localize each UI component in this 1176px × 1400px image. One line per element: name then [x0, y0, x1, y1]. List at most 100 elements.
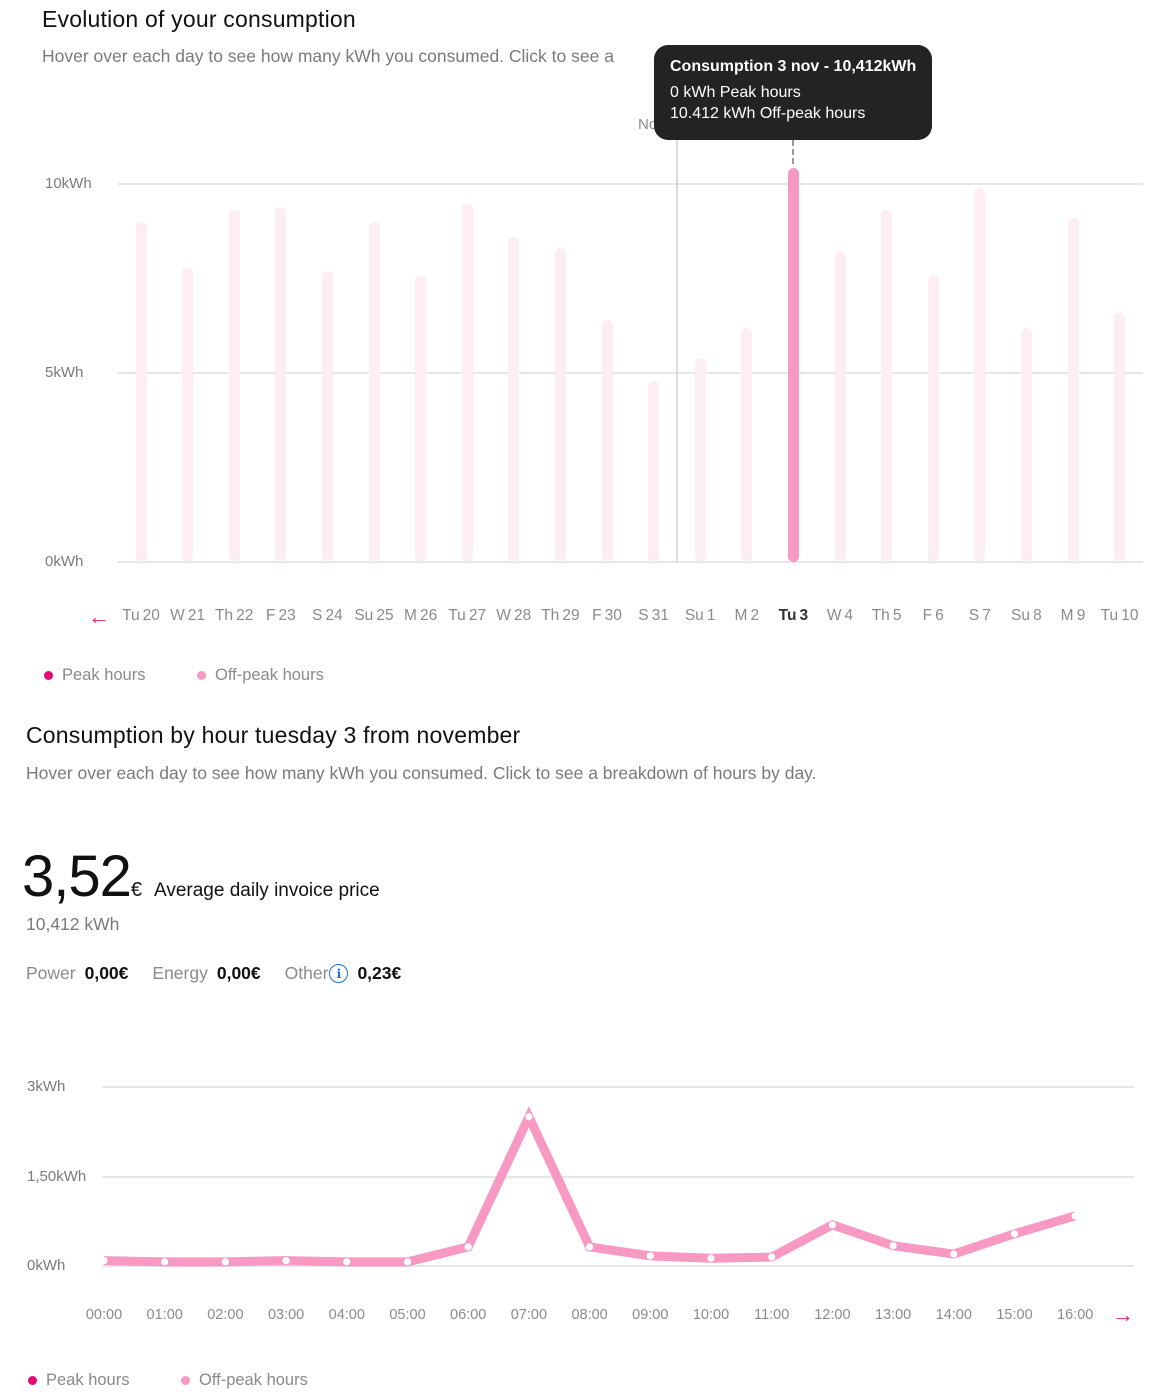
hour-point[interactable]	[464, 1243, 472, 1251]
consumption-line	[103, 1106, 1077, 1267]
day-label[interactable]: W 28	[496, 607, 532, 624]
day-label[interactable]: S 7	[968, 607, 991, 624]
day-label[interactable]: S 31	[638, 607, 669, 624]
y-tick-3: 3kWh	[27, 1078, 66, 1095]
day-label[interactable]: W 21	[170, 607, 206, 624]
day-label[interactable]: F 6	[922, 607, 944, 624]
gridline	[102, 1086, 1134, 1088]
hour-label: 03:00	[267, 1307, 305, 1323]
price-label: Average daily invoice price	[154, 880, 380, 901]
day-label[interactable]: S 24	[312, 607, 343, 624]
hour-point[interactable]	[282, 1257, 290, 1265]
gridline	[102, 1265, 1134, 1267]
day-bar[interactable]	[927, 274, 939, 562]
hour-point[interactable]	[1071, 1212, 1079, 1220]
hour-point[interactable]	[586, 1243, 594, 1251]
hour-point[interactable]	[161, 1258, 169, 1266]
legend-peak: Peak hours	[28, 1371, 129, 1390]
day-label[interactable]: Tu 27	[448, 607, 487, 624]
day-bar[interactable]	[648, 380, 660, 562]
day-bar[interactable]	[275, 206, 287, 562]
day-label[interactable]: W 4	[826, 607, 854, 624]
day-label[interactable]: Th 22	[214, 607, 254, 624]
consumption-evolution-subtitle: Hover over each day to see how many kWh …	[42, 46, 614, 66]
power-value: 0,00€	[84, 963, 129, 983]
offpeak-dot-icon	[181, 1376, 190, 1385]
day-label[interactable]: Su 25	[354, 607, 394, 624]
hour-point[interactable]	[403, 1258, 412, 1266]
consumption-evolution-title: Evolution of your consumption	[42, 6, 356, 32]
gridline	[118, 183, 1143, 185]
hour-point[interactable]	[343, 1258, 351, 1266]
day-label[interactable]: Su 8	[1011, 607, 1042, 624]
hour-point[interactable]	[525, 1113, 533, 1121]
day-label[interactable]: F 23	[265, 607, 296, 624]
day-label[interactable]: Su 1	[684, 607, 716, 624]
hour-label: 09:00	[632, 1307, 669, 1323]
day-bar[interactable]	[834, 252, 846, 562]
day-label[interactable]: F 30	[592, 607, 622, 624]
previous-period-arrow-icon[interactable]: ←	[88, 604, 110, 629]
day-bar[interactable]	[1114, 312, 1126, 562]
day-label[interactable]: Tu 20	[122, 607, 160, 624]
day-bar[interactable]	[228, 210, 240, 562]
legend-offpeak: Off-peak hours	[197, 666, 324, 685]
day-bar[interactable]	[508, 236, 520, 562]
energy-label: Energy	[152, 963, 208, 983]
hour-point[interactable]	[221, 1258, 229, 1266]
legend-offpeak-label: Off-peak hours	[199, 1371, 308, 1389]
info-icon[interactable]: i	[329, 964, 349, 983]
day-label[interactable]: Th 5	[871, 607, 902, 624]
hour-point[interactable]	[889, 1242, 897, 1250]
other-label: Other	[284, 963, 329, 983]
price-value: 3,52	[22, 844, 132, 909]
day-label[interactable]: M 26	[403, 607, 438, 624]
day-bar[interactable]	[974, 187, 986, 562]
day-label[interactable]: Th 29	[541, 607, 580, 624]
day-bar[interactable]	[321, 270, 333, 562]
hour-point[interactable]	[1010, 1230, 1019, 1238]
hour-point[interactable]	[828, 1221, 837, 1229]
hour-point[interactable]	[100, 1257, 108, 1265]
hour-label: 06:00	[450, 1307, 487, 1323]
day-bar[interactable]	[881, 210, 893, 562]
hour-label: 07:00	[510, 1307, 548, 1323]
day-bar[interactable]	[741, 327, 753, 562]
energy-value: 0,00€	[216, 963, 261, 983]
peak-dot-icon	[44, 671, 53, 680]
hour-point[interactable]	[950, 1250, 958, 1258]
day-bar[interactable]	[1067, 218, 1079, 562]
day-label[interactable]: M 2	[734, 607, 760, 624]
day-bar[interactable]	[461, 202, 473, 562]
hour-point[interactable]	[768, 1253, 776, 1261]
tooltip-peak-line: 0 kWh Peak hours	[670, 84, 801, 101]
hour-label: 11:00	[754, 1307, 790, 1323]
tooltip-offpeak-line: 10.412 kWh Off-peak hours	[670, 105, 866, 122]
tooltip-title: Consumption 3 nov - 10,412kWh	[670, 58, 917, 75]
day-bar[interactable]	[787, 168, 799, 562]
y-tick-5: 5kWh	[45, 364, 84, 381]
hour-label: 10:00	[692, 1307, 730, 1323]
day-bar[interactable]	[601, 320, 613, 562]
hour-label: 12:00	[814, 1307, 851, 1323]
hour-point[interactable]	[646, 1252, 654, 1260]
day-bar[interactable]	[182, 267, 194, 562]
price-summary: 3,52 € Average daily invoice price	[22, 843, 380, 910]
day-label[interactable]: M 9	[1060, 607, 1086, 624]
day-bar[interactable]	[368, 221, 380, 562]
day-bar[interactable]	[135, 221, 147, 562]
day-bar[interactable]	[694, 357, 706, 562]
price-currency: €	[130, 879, 143, 901]
next-period-arrow-icon[interactable]: →	[1112, 1302, 1134, 1327]
day-bar[interactable]	[1020, 327, 1032, 562]
day-label[interactable]: Tu 10	[1100, 607, 1139, 624]
price-breakdown: Power 0,00€ Energy 0,00€ Other i 0,23€	[26, 963, 425, 984]
gridline	[102, 1176, 1134, 1178]
tooltip-pointer	[792, 140, 794, 164]
day-bar[interactable]	[415, 274, 427, 562]
hour-point[interactable]	[707, 1254, 715, 1262]
day-bar[interactable]	[554, 248, 566, 562]
day-label[interactable]: Tu 3	[778, 607, 809, 624]
offpeak-dot-icon	[197, 671, 206, 680]
legend-offpeak: Off-peak hours	[181, 1371, 308, 1390]
